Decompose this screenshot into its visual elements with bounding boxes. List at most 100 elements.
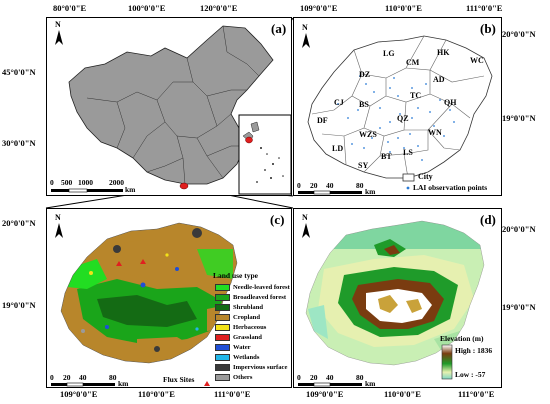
elevation-map	[298, 220, 485, 387]
scale-a-500: 500	[61, 178, 73, 187]
elevation-high-label: High : 1836	[455, 346, 493, 355]
legend-swatch	[215, 373, 230, 381]
lon-tick-111e-top: 111°0'0"E	[466, 3, 503, 13]
lon-tick-109e-top: 109°0'0"E	[300, 3, 338, 13]
city-LS: LS	[403, 148, 413, 157]
legend-item: Herbaceous	[215, 322, 266, 332]
city-BS: BS	[359, 100, 369, 109]
legend-swatch	[215, 363, 230, 371]
city-WC: WC	[470, 56, 484, 65]
legend-points-label: LAI observation points	[413, 183, 488, 192]
scale-b-0: 0	[297, 181, 301, 190]
north-label-d: N	[302, 213, 308, 222]
city-CM: CM	[406, 58, 420, 67]
legend-swatch	[215, 313, 230, 321]
legend-item-label: Broadleaved forest	[233, 293, 287, 301]
legend-item: Impervious surface	[215, 362, 287, 372]
scale-c-80: 80	[109, 373, 117, 382]
scale-b-20: 20	[310, 181, 318, 190]
lon-tick-120e: 120°0'0"E	[200, 3, 238, 13]
legend-swatch	[215, 303, 230, 311]
legend-item: Cropland	[215, 312, 260, 322]
scale-a-unit: km	[125, 185, 136, 194]
land-use-map	[51, 222, 238, 387]
north-arrow-icon	[302, 223, 310, 238]
lon-tick-111e-bottom-left: 111°0'0"E	[214, 389, 251, 399]
panel-a-label: (a)	[271, 21, 287, 36]
north-label-a: N	[55, 20, 61, 29]
scale-c-0: 0	[50, 373, 54, 382]
north-arrow-icon	[55, 223, 63, 238]
legend-city-label: City	[418, 172, 433, 181]
scale-d-40: 40	[326, 373, 334, 382]
legend-swatch	[215, 353, 230, 361]
city-CJ: CJ	[334, 98, 344, 107]
scale-c-20: 20	[63, 373, 71, 382]
legend-item-label: Impervious surface	[233, 363, 288, 371]
city-HK: HK	[437, 48, 450, 57]
lon-tick-110e-bottom-right: 110°0'0"E	[384, 389, 421, 399]
lat-tick-19n-right-top: 19°0'0"N	[502, 113, 536, 123]
scale-b-80: 80	[356, 181, 364, 190]
panel-c-land-use-map: N (c) Land use type Needle-leaved forest…	[46, 208, 292, 388]
legend-item-label: Wetlands	[233, 353, 260, 361]
city-QZ: QZ	[397, 114, 409, 123]
scale-d-20: 20	[310, 373, 318, 382]
china-map	[51, 25, 291, 195]
city-AD: AD	[433, 75, 445, 84]
city-WN: WN	[428, 128, 442, 137]
north-arrow-icon	[302, 33, 310, 48]
legend-item: Wetlands	[215, 352, 259, 362]
legend-item-label: Needle-leaved forest	[233, 283, 290, 291]
city-SY: SY	[358, 161, 369, 170]
scale-b-40: 40	[326, 181, 334, 190]
panel-d-elevation-map: N (d) Elevation (m) High : 1836 Low : -5…	[293, 208, 502, 388]
panel-d-label: (d)	[480, 212, 496, 227]
city-TC: TC	[410, 91, 422, 100]
lat-tick-20n-left: 20°0'0"N	[2, 218, 36, 228]
lat-tick-19n-right-bottom: 19°0'0"N	[502, 302, 536, 312]
panel-c-label: (c)	[270, 212, 285, 227]
legend-item-label: Cropland	[233, 313, 260, 321]
elevation-title: Elevation (m)	[440, 334, 484, 343]
lon-tick-111e-bottom-right: 111°0'0"E	[458, 389, 495, 399]
panel-b-label: (b)	[480, 21, 496, 36]
scale-d-80: 80	[356, 373, 364, 382]
city-DZ: DZ	[359, 70, 371, 79]
scale-a-1000: 1000	[78, 178, 93, 187]
scale-d-0: 0	[297, 373, 301, 382]
scale-d-unit: km	[365, 379, 376, 388]
legend-item-label: Grassland	[233, 333, 262, 341]
lon-tick-80e: 80°0'0"E	[53, 3, 87, 13]
panel-b-city-map: N (b) LG HK WC CM DZ AD CJ BS TC QH DF Q…	[293, 17, 502, 196]
legend-swatch	[215, 283, 230, 291]
lon-tick-110e-bottom-left: 110°0'0"E	[138, 389, 175, 399]
city-BT: BT	[381, 152, 392, 161]
lon-tick-109e-bottom-left: 109°0'0"E	[60, 389, 98, 399]
legend-item: Others	[215, 372, 252, 382]
lon-tick-109e-bottom-right: 109°0'0"E	[306, 389, 344, 399]
land-use-legend: Land use type Needle-leaved forest Broadl…	[213, 271, 291, 385]
scale-c-unit: km	[118, 379, 129, 388]
legend-swatch	[215, 343, 230, 351]
scale-c-40: 40	[79, 373, 87, 382]
city-LD: LD	[332, 144, 344, 153]
panel-a-china-map: N (a) 0 500 1000 2000 km	[46, 17, 292, 196]
lat-tick-20n-right-top: 20°0'0"N	[502, 29, 536, 39]
north-label-b: N	[302, 23, 308, 32]
lat-tick-30n: 30°0'0"N	[2, 138, 36, 148]
hainan-city-map	[298, 35, 493, 195]
legend-item-label: Water	[233, 343, 251, 351]
legend-item-label: Others	[233, 373, 253, 381]
city-DF: DF	[317, 116, 328, 125]
elevation-low-label: Low : -57	[455, 370, 486, 379]
legend-item: Shrubland	[215, 302, 263, 312]
scale-b-unit: km	[365, 187, 376, 196]
legend-item-label: Herbaceous	[233, 323, 267, 331]
city-LG: LG	[383, 49, 395, 58]
legend-swatch	[215, 293, 230, 301]
legend-item-label: Shrubland	[233, 303, 264, 311]
lat-tick-45n: 45°0'0"N	[2, 67, 36, 77]
legend-title: Land use type	[213, 271, 259, 280]
lon-tick-100e: 100°0'0"E	[128, 3, 166, 13]
